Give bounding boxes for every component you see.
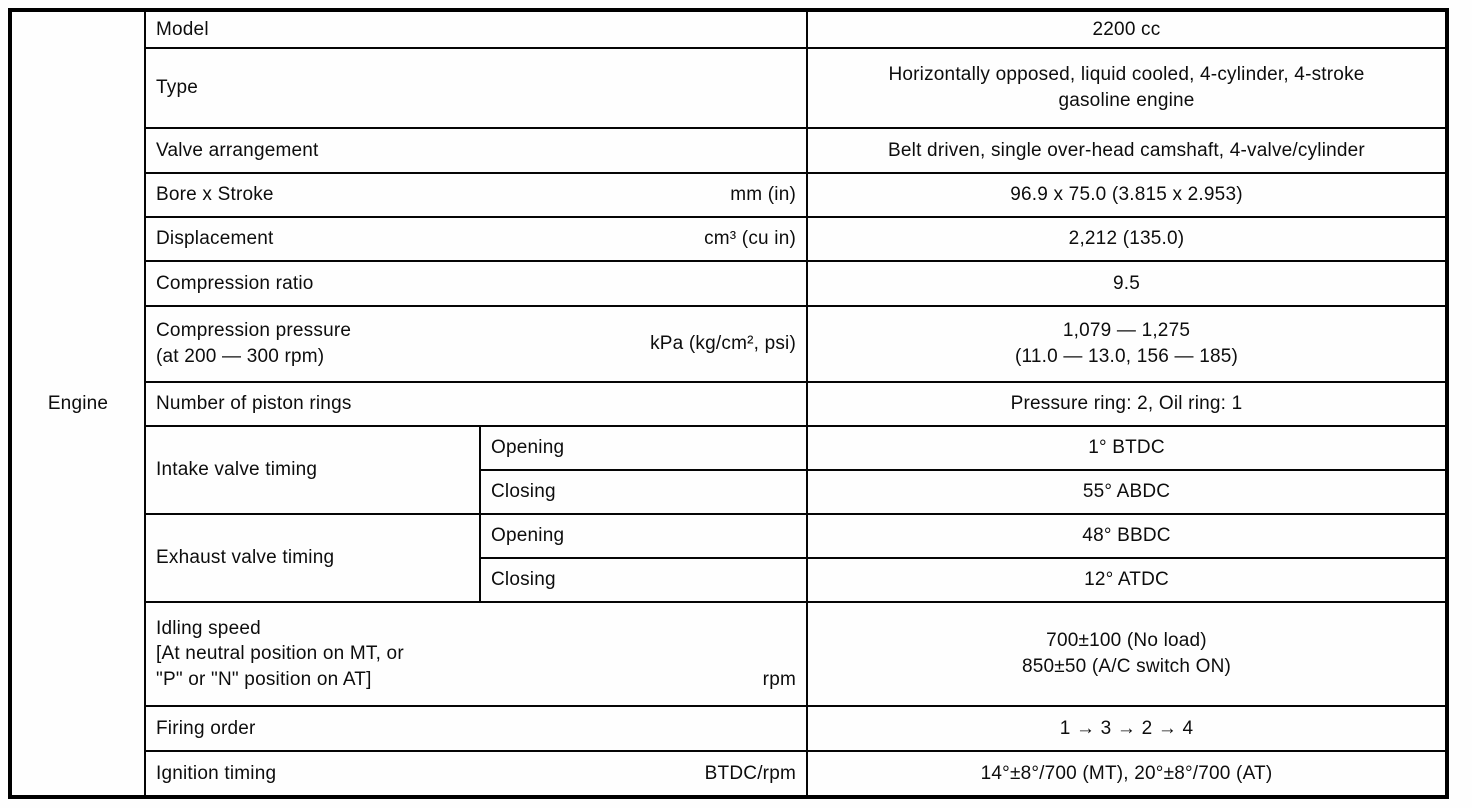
spec-label-cell: Compression ratio xyxy=(144,260,808,307)
group-label: Engine xyxy=(47,392,109,414)
spec-row-compression-pressure: Compression pressure (at 200 — 300 rpm) … xyxy=(10,305,1448,383)
spec-label-cell: Model xyxy=(144,9,808,49)
spec-value-cell: Pressure ring: 2, Oil ring: 1 xyxy=(806,381,1448,427)
spec-value: 1,079 — 1,275 (11.0 — 13.0, 156 — 185) xyxy=(1014,320,1239,367)
spec-unit: cm³ (cu in) xyxy=(704,228,796,250)
spec-row-exhaust-opening: Exhaust valve timing Opening 48° BBDC xyxy=(10,513,1448,603)
spec-label: Ignition timing xyxy=(156,762,277,784)
spec-row-compression-ratio: Compression ratio 9.5 xyxy=(10,260,1448,307)
spec-label-cell: Idling speed [At neutral position on MT,… xyxy=(144,601,808,707)
spec-unit: BTDC/rpm xyxy=(704,762,796,784)
spec-label-cell: Firing order xyxy=(144,705,808,752)
spec-unit: mm (in) xyxy=(730,184,796,206)
spec-row-intake-closing: Closing 55° ABDC xyxy=(10,469,1448,515)
spec-value-cell: 9.5 xyxy=(806,260,1448,307)
spec-label-cell: Displacement cm³ (cu in) xyxy=(144,216,808,262)
spec-label: Compression pressure (at 200 — 300 rpm) xyxy=(156,320,352,367)
spec-value-cell: 2,212 (135.0) xyxy=(806,216,1448,262)
spec-label: Displacement xyxy=(156,228,274,250)
spec-row-type: Type Horizontally opposed, liquid cooled… xyxy=(10,47,1448,129)
spec-label: Exhaust valve timing xyxy=(156,547,335,569)
spec-value-cell: Belt driven, single over-head camshaft, … xyxy=(806,127,1448,174)
spec-row-piston-rings: Number of piston rings Pressure ring: 2,… xyxy=(10,381,1448,427)
spec-value-cell: 1 → 3 → 2 → 4 xyxy=(806,705,1448,752)
spec-sublabel: Closing xyxy=(491,569,556,591)
spec-row-firing-order: Firing order 1 → 3 → 2 → 4 xyxy=(10,705,1448,752)
spec-label: Idling speed [At neutral position on MT,… xyxy=(156,617,404,690)
spec-value-cell: 48° BBDC xyxy=(806,513,1448,559)
spec-unit: kPa (kg/cm², psi) xyxy=(650,333,796,355)
spec-sublabel: Closing xyxy=(491,481,556,503)
spec-value: 96.9 x 75.0 (3.815 x 2.953) xyxy=(1010,184,1243,206)
spec-value: 2,212 (135.0) xyxy=(1068,228,1185,250)
spec-label-cell: Ignition timing BTDC/rpm xyxy=(144,750,808,798)
spec-sublabel-cell: Opening xyxy=(479,425,808,471)
spec-row-model: Engine Model 2200 cc xyxy=(9,9,1448,798)
spec-value: Horizontally opposed, liquid cooled, 4-c… xyxy=(888,64,1365,111)
spec-sublabel: Opening xyxy=(491,437,565,459)
spec-value: 9.5 xyxy=(1112,272,1140,294)
spec-value-cell: 55° ABDC xyxy=(806,469,1448,515)
spec-value: 700±100 (No load) 850±50 (A/C switch ON) xyxy=(1021,630,1232,677)
spec-value: 12° ATDC xyxy=(1084,569,1169,591)
spec-label: Model xyxy=(156,18,209,40)
spec-value-cell: 2200 cc xyxy=(806,9,1448,49)
spec-value: 2200 cc xyxy=(1092,18,1161,40)
spec-sublabel-cell: Closing xyxy=(479,557,808,603)
spec-label: Compression ratio xyxy=(156,272,314,294)
spec-label: Valve arrangement xyxy=(156,139,319,161)
spec-value: 55° ABDC xyxy=(1082,481,1171,503)
spec-label: Intake valve timing xyxy=(156,459,318,481)
spec-value-cell: 1° BTDC xyxy=(806,425,1448,471)
spec-label: Number of piston rings xyxy=(156,393,352,415)
spec-row-displacement: Displacement cm³ (cu in) 2,212 (135.0) xyxy=(10,216,1448,262)
spec-value: 1 → 3 → 2 → 4 xyxy=(1059,717,1194,739)
spec-value-cell: 700±100 (No load) 850±50 (A/C switch ON) xyxy=(806,601,1448,707)
spec-sublabel-cell: Closing xyxy=(479,469,808,515)
spec-label-cell: Number of piston rings xyxy=(144,381,808,427)
spec-value: Pressure ring: 2, Oil ring: 1 xyxy=(1010,393,1243,415)
spec-label: Type xyxy=(156,77,198,99)
spec-label-cell: Bore x Stroke mm (in) xyxy=(144,172,808,218)
spec-value: 1° BTDC xyxy=(1088,437,1165,459)
spec-value-cell: 96.9 x 75.0 (3.815 x 2.953) xyxy=(806,172,1448,218)
spec-label-cell: Type xyxy=(144,47,808,129)
spec-label-cell: Exhaust valve timing xyxy=(144,513,481,603)
spec-row-ignition-timing: Ignition timing BTDC/rpm 14°±8°/700 (MT)… xyxy=(10,750,1448,798)
spec-label: Firing order xyxy=(156,717,256,739)
engine-group-cell: Engine xyxy=(9,9,146,798)
spec-value: 48° BBDC xyxy=(1082,525,1171,547)
spec-sublabel-cell: Opening xyxy=(479,513,808,559)
spec-label-cell: Intake valve timing xyxy=(144,425,481,515)
spec-label-cell: Valve arrangement xyxy=(144,127,808,174)
spec-value: 14°±8°/700 (MT), 20°±8°/700 (AT) xyxy=(980,762,1273,784)
spec-row-valve-arrangement: Valve arrangement Belt driven, single ov… xyxy=(10,127,1448,174)
spec-row-bore-stroke: Bore x Stroke mm (in) 96.9 x 75.0 (3.815… xyxy=(10,172,1448,218)
spec-unit: rpm xyxy=(762,668,796,690)
spec-value-cell: 1,079 — 1,275 (11.0 — 13.0, 156 — 185) xyxy=(806,305,1448,383)
spec-label: Bore x Stroke xyxy=(156,184,274,206)
spec-value-cell: Horizontally opposed, liquid cooled, 4-c… xyxy=(806,47,1448,129)
spec-value-cell: 14°±8°/700 (MT), 20°±8°/700 (AT) xyxy=(806,750,1448,798)
spec-sublabel: Opening xyxy=(491,525,565,547)
engine-spec-table: Engine Model 2200 cc Type Horizontally o… xyxy=(8,8,1449,799)
spec-value: Belt driven, single over-head camshaft, … xyxy=(888,139,1365,161)
spec-row-idling-speed: Idling speed [At neutral position on MT,… xyxy=(10,601,1448,707)
spec-label-cell: Compression pressure (at 200 — 300 rpm) … xyxy=(144,305,808,383)
spec-value-cell: 12° ATDC xyxy=(806,557,1448,603)
spec-row-intake-opening: Intake valve timing Opening 1° BTDC xyxy=(10,425,1448,515)
spec-row-exhaust-closing: Closing 12° ATDC xyxy=(10,557,1448,603)
